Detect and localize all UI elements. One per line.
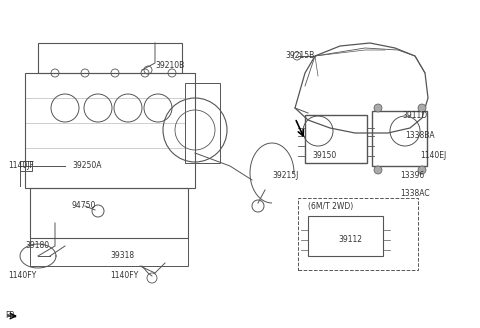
Text: (6M/T 2WD): (6M/T 2WD) <box>308 201 353 211</box>
Text: 39250A: 39250A <box>72 161 101 171</box>
Text: FR.: FR. <box>5 312 17 320</box>
Bar <box>305 115 367 163</box>
Text: 39210B: 39210B <box>155 62 184 71</box>
Text: 39150: 39150 <box>312 152 336 160</box>
Text: 1338AC: 1338AC <box>400 189 430 197</box>
Bar <box>308 216 383 256</box>
Text: 39112: 39112 <box>338 236 362 244</box>
Bar <box>298 198 418 270</box>
Circle shape <box>374 104 382 112</box>
Circle shape <box>418 166 426 174</box>
Text: 1338BA: 1338BA <box>405 132 434 140</box>
Text: 39215B: 39215B <box>285 51 314 60</box>
Text: 39180: 39180 <box>25 241 49 251</box>
Bar <box>372 111 427 166</box>
Bar <box>20 161 32 171</box>
Text: 13396: 13396 <box>400 172 424 180</box>
Text: 94750: 94750 <box>72 201 96 211</box>
Text: 1140JF: 1140JF <box>8 161 34 171</box>
Text: 39215J: 39215J <box>272 172 299 180</box>
Circle shape <box>418 104 426 112</box>
Text: 1140EJ: 1140EJ <box>420 152 446 160</box>
Text: 1140FY: 1140FY <box>110 272 138 280</box>
Text: 3911D: 3911D <box>402 112 427 120</box>
Text: 39318: 39318 <box>110 252 134 260</box>
Circle shape <box>374 166 382 174</box>
Text: 1140FY: 1140FY <box>8 272 36 280</box>
